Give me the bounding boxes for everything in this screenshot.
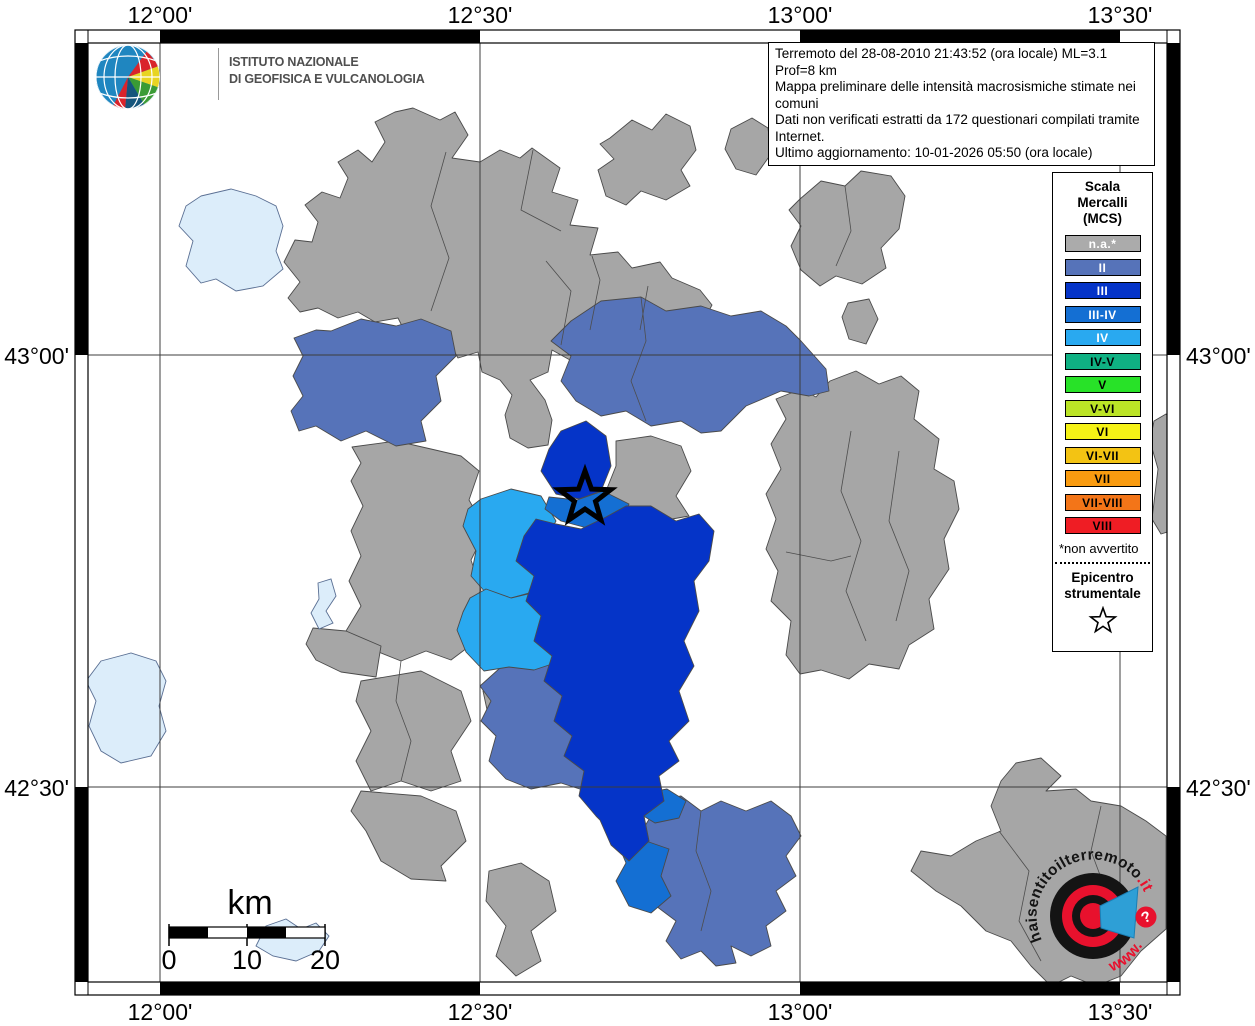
legend-chip-II: II xyxy=(1064,258,1141,276)
region-na-sw2 xyxy=(355,670,472,792)
legend-epicenter-line1: Epicentro xyxy=(1071,569,1134,585)
region-na-sw1 xyxy=(305,627,382,678)
earthquake-info-box: Terremoto del 28-08-2010 21:43:52 (ora l… xyxy=(768,42,1155,166)
region-na-east-blob xyxy=(765,370,960,680)
lake-bolsena xyxy=(88,652,167,764)
axis-right-4230: 42°30' xyxy=(1186,775,1251,801)
legend-footnote: *non avvertito xyxy=(1059,540,1139,556)
scale-tick-20: 20 xyxy=(310,945,340,975)
region-na-mid-small xyxy=(841,298,879,345)
legend-chip-VII-VIII: VII-VIII xyxy=(1064,493,1141,511)
region-na-ne-blob xyxy=(788,170,906,287)
region-na-bottom-center2 xyxy=(485,862,557,977)
axis-bottom-1300: 13°00' xyxy=(767,999,833,1025)
legend-chip-III-IV: III-IV xyxy=(1064,305,1141,323)
watermark-question-badge xyxy=(1135,906,1157,928)
legend-chip-VI: VI xyxy=(1064,423,1141,440)
legend-chip-VII: VII xyxy=(1064,470,1141,487)
region-ii-north xyxy=(550,296,830,434)
region-na-north-blob xyxy=(283,107,713,449)
axis-bottom-1330: 13°30' xyxy=(1087,999,1153,1025)
axis-left-4230: 42°30' xyxy=(4,775,69,801)
watermark-megaphone-icon xyxy=(1099,886,1139,939)
epicenter-star-icon xyxy=(552,463,618,526)
legend-chip-n.a.*: n.a.* xyxy=(1064,235,1141,252)
legend-items: n.a.* II III III-IV IV IV-V V V-VI VI VI-VII VII VI… xyxy=(1053,235,1152,534)
region-na-north-island xyxy=(597,113,697,206)
region-iii-big xyxy=(515,505,715,862)
legend-chip-V: V xyxy=(1064,376,1141,393)
scale-tick-0: 0 xyxy=(161,945,176,975)
scale-bar-unit: km xyxy=(227,884,272,922)
ingv-name-line1: ISTITUTO NAZIONALE xyxy=(229,55,359,69)
scale-tick-10: 10 xyxy=(232,945,262,975)
legend-chip-V-VI: V-VI xyxy=(1064,399,1141,417)
municipality-layer xyxy=(88,107,1167,982)
intensity-legend: Scala Mercalli (MCS) n.a.* II III III-IV IV I… xyxy=(1052,172,1153,652)
legend-epicenter-star-icon xyxy=(1087,605,1118,633)
region-na-west-band xyxy=(345,440,487,662)
ingv-name-line2: DI GEOFISICA E VULCANOLOGIA xyxy=(229,72,425,86)
region-na-ne-small xyxy=(724,117,772,176)
scale-bar: km 0 10 20 xyxy=(161,884,340,975)
legend-chip-IV-V: IV-V xyxy=(1064,352,1141,370)
legend-title-line3: (MCS) xyxy=(1083,211,1122,226)
info-line-updated: Ultimo aggiornamento: 10-01-2026 05:50 (… xyxy=(775,145,1093,160)
legend-epicenter-line2: strumentale xyxy=(1064,585,1141,601)
ingv-globe-icon xyxy=(96,45,160,109)
axis-bottom-1200: 12°00' xyxy=(127,999,193,1025)
axis-top-1330: 13°30' xyxy=(1087,2,1153,28)
axis-right-4300: 43°00' xyxy=(1186,343,1251,369)
region-na-east-tongue xyxy=(605,435,692,522)
region-iii-above-epicenter xyxy=(540,420,612,500)
legend-divider xyxy=(1055,561,1150,564)
axis-bottom-1230: 12°30' xyxy=(447,999,513,1025)
info-line-map-type: Mappa preliminare delle intensità macros… xyxy=(775,79,1136,111)
legend-title-line1: Scala xyxy=(1084,179,1121,194)
legend-chip-VI-VII: VI-VII xyxy=(1064,446,1141,464)
lake-trasimeno xyxy=(178,188,284,292)
legend-chip-IV: IV xyxy=(1064,329,1141,346)
axis-top-1230: 12°30' xyxy=(447,2,513,28)
ingv-logo-divider xyxy=(218,48,219,100)
info-line-event: Terremoto del 28-08-2010 21:43:52 (ora l… xyxy=(775,46,1108,78)
lake-corbara xyxy=(310,578,337,630)
map-frame xyxy=(74,29,1181,996)
info-line-questionnaires: Dati non verificati estratti da 172 ques… xyxy=(775,112,1140,144)
legend-chip-III: III xyxy=(1064,282,1141,299)
municipality-borders xyxy=(395,149,1107,962)
axis-top-1200: 12°00' xyxy=(127,2,193,28)
legend-title-line2: Mercalli xyxy=(1077,195,1128,210)
region-na-sw3 xyxy=(350,790,467,882)
legend-chip-VIII: VIII xyxy=(1064,517,1141,534)
axis-top-1300: 13°00' xyxy=(767,2,833,28)
axis-left-4300: 43°00' xyxy=(4,343,69,369)
region-ii-northwest xyxy=(290,318,457,447)
